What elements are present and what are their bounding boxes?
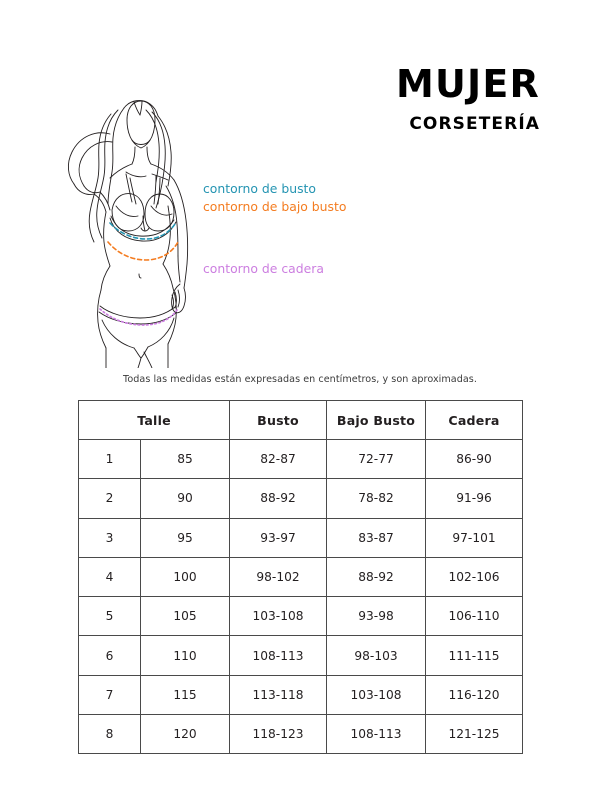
cell-size-code: 120 (139, 714, 231, 755)
cell-busto-value: 103-108 (229, 596, 328, 637)
table-row: 5 105 103-108 93-98 106-110 (78, 596, 524, 637)
table-header: Talle Busto Bajo Busto Cadera (77, 400, 524, 440)
table-row: 1 85 82-87 72-77 86-90 (78, 438, 524, 480)
cell-bajo-busto-value: 83-87 (326, 517, 427, 558)
cell-cadera-value: 121-125 (425, 714, 524, 755)
measurement-note: Todas las medidas están expresadas en ce… (123, 374, 477, 385)
cell-size-number: 1 (78, 438, 141, 480)
column-header-busto: Busto (229, 400, 328, 440)
table-row: 8 120 118-123 108-113 121-125 (78, 714, 524, 755)
cell-cadera-value: 102-106 (425, 556, 524, 598)
column-header-talle: Talle (77, 400, 231, 440)
cell-size-number: 5 (78, 596, 141, 637)
table-row: 3 95 93-97 83-87 97-101 (78, 517, 524, 558)
cell-busto-value: 118-123 (229, 714, 328, 755)
cell-size-number: 8 (78, 714, 141, 755)
legend-bust-label: contorno de busto (203, 181, 316, 196)
cell-size-code: 90 (139, 478, 231, 519)
cell-bajo-busto-value: 103-108 (326, 674, 427, 716)
cell-bajo-busto-value: 93-98 (326, 596, 427, 637)
cell-size-code: 85 (139, 438, 231, 480)
header-section: contorno de busto contorno de bajo busto… (0, 0, 600, 370)
page-subtitle: CORSETERÍA (409, 114, 540, 134)
cell-cadera-value: 97-101 (425, 517, 524, 558)
cell-size-code: 110 (139, 635, 231, 676)
table-row: 6 110 108-113 98-103 111-115 (78, 635, 524, 676)
cell-size-number: 3 (78, 517, 141, 558)
cell-bajo-busto-value: 98-103 (326, 635, 427, 676)
body-measurement-illustration (48, 68, 218, 368)
cell-busto-value: 88-92 (229, 478, 328, 519)
cell-busto-value: 98-102 (229, 556, 328, 598)
title-block: MUJER CORSETERÍA (396, 62, 540, 136)
cell-busto-value: 108-113 (229, 635, 328, 676)
cell-size-code: 115 (139, 674, 231, 716)
cell-size-code: 100 (139, 556, 231, 598)
measurement-legend: contorno de busto contorno de bajo busto… (203, 180, 453, 278)
table-body: 1 85 82-87 72-77 86-90 2 90 88-92 78-82 91-96 3 95 9… (78, 438, 524, 755)
column-header-cadera: Cadera (425, 400, 524, 440)
cell-cadera-value: 91-96 (425, 478, 524, 519)
cell-cadera-value: 116-120 (425, 674, 524, 716)
cell-busto-value: 113-118 (229, 674, 328, 716)
table-row: 4 100 98-102 88-92 102-106 (78, 556, 524, 598)
cell-bajo-busto-value: 72-77 (326, 438, 427, 480)
legend-underbust-label: contorno de bajo busto (203, 198, 347, 214)
cell-cadera-value: 106-110 (425, 596, 524, 637)
cell-bajo-busto-value: 88-92 (326, 556, 427, 598)
cell-size-number: 2 (78, 478, 141, 519)
cell-bajo-busto-value: 108-113 (326, 714, 427, 755)
legend-hip-label: contorno de cadera (203, 261, 324, 276)
cell-size-number: 6 (78, 635, 141, 676)
table-header-row: Talle Busto Bajo Busto Cadera (77, 400, 524, 440)
cell-cadera-value: 111-115 (425, 635, 524, 676)
column-header-bajo-busto: Bajo Busto (326, 400, 427, 440)
size-chart-table: Talle Busto Bajo Busto Cadera 1 85 82-87 72… (77, 400, 524, 755)
cell-bajo-busto-value: 78-82 (326, 478, 427, 519)
cell-busto-value: 82-87 (229, 438, 328, 480)
table-row: 7 115 113-118 103-108 116-120 (78, 674, 524, 716)
cell-size-number: 4 (78, 556, 141, 598)
cell-size-code: 105 (139, 596, 231, 637)
cell-size-code: 95 (139, 517, 231, 558)
table-row: 2 90 88-92 78-82 91-96 (78, 478, 524, 519)
cell-size-number: 7 (78, 674, 141, 716)
cell-busto-value: 93-97 (229, 517, 328, 558)
cell-cadera-value: 86-90 (425, 438, 524, 480)
page-title: MUJER (395, 62, 540, 106)
